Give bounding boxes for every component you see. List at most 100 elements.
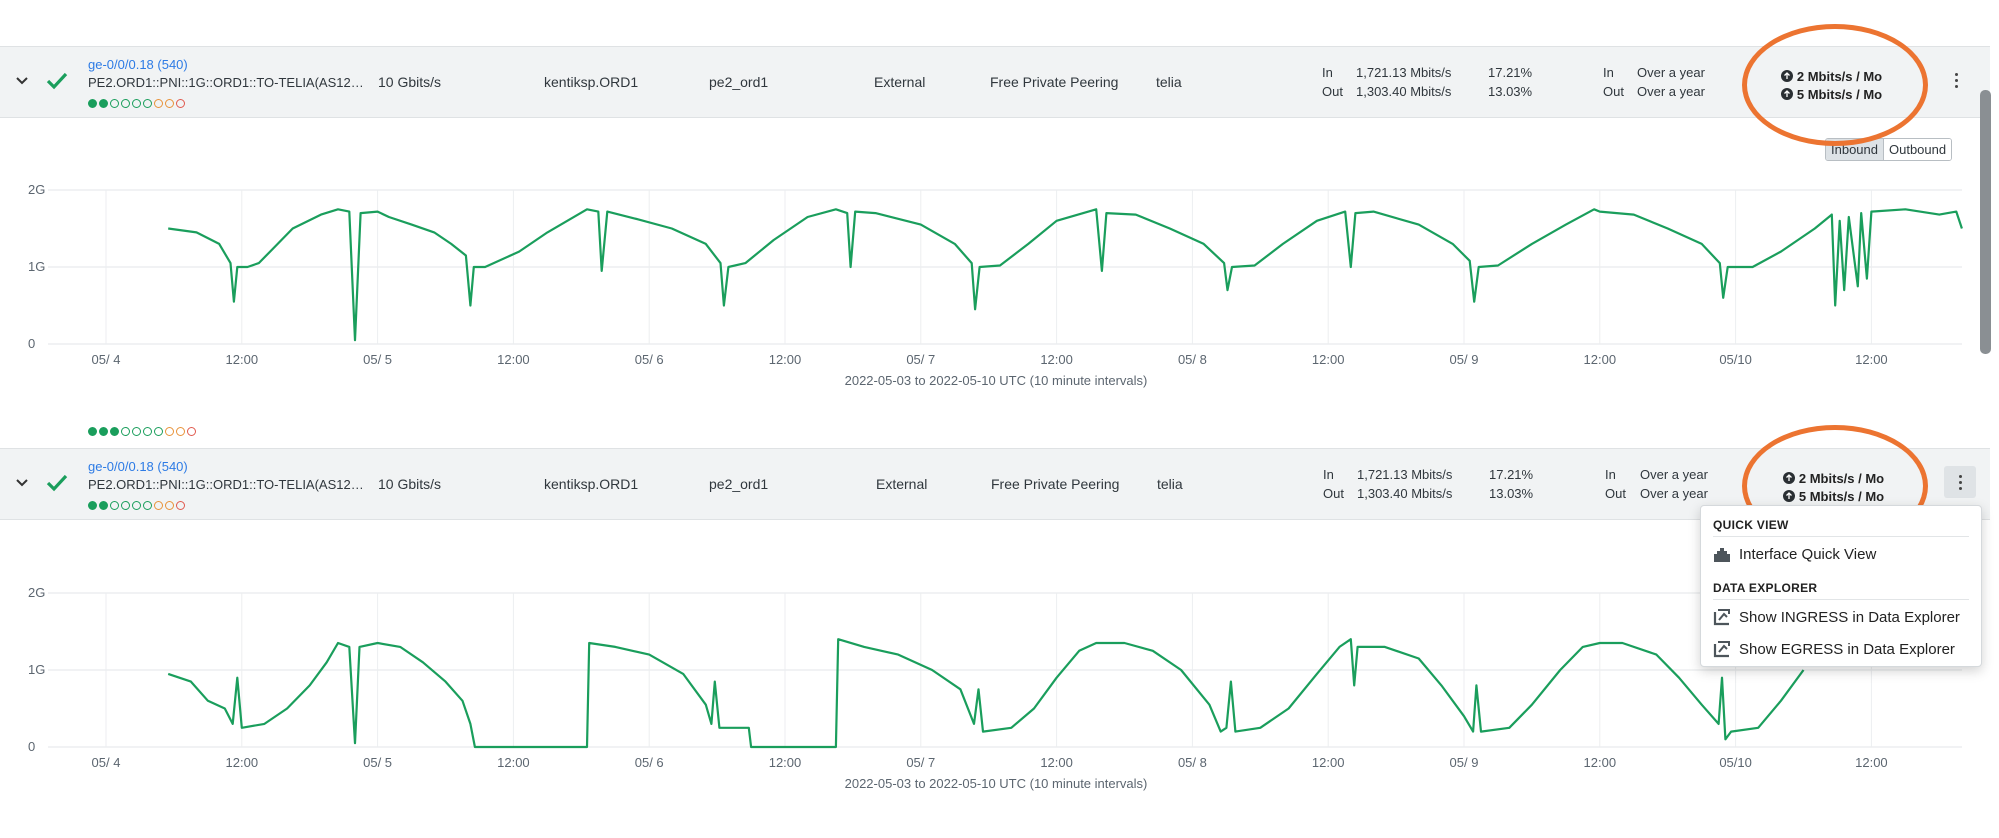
out-utilization: 13.03% xyxy=(1488,84,1533,99)
status-dot xyxy=(121,427,130,436)
status-dot xyxy=(121,501,130,510)
more-menu-button[interactable] xyxy=(1940,64,1972,96)
in-traffic: 1,721.13 Mbits/s xyxy=(1357,467,1453,482)
status-dot xyxy=(176,501,185,510)
status-dot xyxy=(88,99,97,108)
out-traffic: 1,303.40 Mbits/s xyxy=(1356,84,1452,99)
data-explorer-icon xyxy=(1713,641,1730,658)
in-label: In xyxy=(1603,65,1614,80)
outbound-button[interactable]: Outbound xyxy=(1884,139,1952,160)
provider: telia xyxy=(1156,74,1182,90)
x-tick-label: 12:00 xyxy=(1855,755,1888,770)
interface-row[interactable]: ge-0/0/0.18 (540) PE2.ORD1::PNI::1G::ORD… xyxy=(0,448,1990,520)
x-tick-label: 12:00 xyxy=(497,352,530,367)
status-dot xyxy=(110,501,119,510)
series-line xyxy=(167,638,1805,749)
x-tick-label: 05/ 8 xyxy=(1178,755,1207,770)
status-dot xyxy=(165,99,174,108)
annotation-ring xyxy=(1742,24,1928,146)
x-tick-label: 12:00 xyxy=(1855,352,1888,367)
out-time-to-capacity: Over a year xyxy=(1637,84,1705,99)
x-tick-label: 05/ 7 xyxy=(906,352,935,367)
in-time-to-capacity: Over a year xyxy=(1640,467,1708,482)
capacity: 10 Gbits/s xyxy=(378,74,442,90)
out-utilization: 13.03% xyxy=(1489,486,1534,501)
x-tick-label: 12:00 xyxy=(1584,352,1617,367)
site: kentiksp.ORD1 xyxy=(544,74,639,90)
status-dots xyxy=(88,427,196,436)
chevron-down-icon[interactable] xyxy=(14,73,30,89)
x-tick-label: 05/ 9 xyxy=(1450,755,1479,770)
out-traffic: 1,303.40 Mbits/s xyxy=(1357,486,1453,501)
scrollbar[interactable] xyxy=(1980,90,1991,354)
chart-caption: 2022-05-03 to 2022-05-10 UTC (10 minute … xyxy=(845,373,1148,388)
x-tick-label: 05/ 4 xyxy=(92,755,121,770)
out-label: Out xyxy=(1322,84,1343,99)
interface-row[interactable]: ge-0/0/0.18 (540) PE2.ORD1::PNI::1G::ORD… xyxy=(0,46,1990,118)
show-egress-label: Show EGRESS in Data Explorer xyxy=(1739,640,1955,658)
y-tick-label: 1G xyxy=(28,662,45,677)
y-tick-label: 0 xyxy=(28,739,35,754)
status-dot xyxy=(132,427,141,436)
status-dot xyxy=(99,99,108,108)
traffic-chart-1: 0 1G 2G 05/ 4 12:00 05/ 5 12:00 05/ 6 12:00 05/ 7… xyxy=(28,182,1963,388)
check-icon xyxy=(46,72,68,90)
interface-link[interactable]: ge-0/0/0.18 (540) xyxy=(88,57,188,72)
data-explorer-icon xyxy=(1713,609,1730,626)
status-dot xyxy=(132,99,141,108)
status-dot xyxy=(143,427,152,436)
chevron-down-icon[interactable] xyxy=(14,475,30,491)
show-egress-item[interactable]: Show EGRESS in Data Explorer xyxy=(1713,640,1955,658)
status-dot xyxy=(132,501,141,510)
data-explorer-header: DATA EXPLORER xyxy=(1713,581,1818,595)
interface-link[interactable]: ge-0/0/0.18 (540) xyxy=(88,459,188,474)
x-tick-label: 12:00 xyxy=(1584,755,1617,770)
status-dot xyxy=(121,99,130,108)
in-label: In xyxy=(1605,467,1616,482)
network-port-icon xyxy=(1714,547,1730,562)
out-label: Out xyxy=(1603,84,1624,99)
traffic-chart-2: 0 1G 2G 05/ 4 12:00 05/ 5 12:00 05/ 6 12:00 05/ 7… xyxy=(28,585,1962,791)
actions-menu: QUICK VIEW Interface Quick View DATA EXP… xyxy=(1700,505,1982,667)
x-tick-label: 05/10 xyxy=(1719,755,1752,770)
out-time-to-capacity: Over a year xyxy=(1640,486,1708,501)
status-dot xyxy=(154,99,163,108)
connectivity: External xyxy=(876,476,928,492)
show-ingress-item[interactable]: Show INGRESS in Data Explorer xyxy=(1713,608,1960,626)
device: pe2_ord1 xyxy=(709,476,769,492)
connectivity: External xyxy=(874,74,926,90)
divider xyxy=(1713,599,1969,600)
x-tick-label: 05/ 7 xyxy=(906,755,935,770)
y-tick-label: 0 xyxy=(28,336,35,351)
x-tick-label: 12:00 xyxy=(497,755,530,770)
status-dot xyxy=(110,99,119,108)
x-tick-label: 05/ 4 xyxy=(92,352,121,367)
chart-caption: 2022-05-03 to 2022-05-10 UTC (10 minute … xyxy=(845,776,1148,791)
series-line xyxy=(168,208,1963,342)
status-dot xyxy=(154,427,163,436)
x-tick-label: 12:00 xyxy=(1040,352,1073,367)
x-tick-label: 05/ 6 xyxy=(635,755,664,770)
in-utilization: 17.21% xyxy=(1488,65,1533,80)
interface-quick-view-item[interactable]: Interface Quick View xyxy=(1713,546,1876,563)
status-dot xyxy=(110,427,119,436)
status-dot xyxy=(165,501,174,510)
x-tick-label: 05/ 9 xyxy=(1450,352,1479,367)
x-tick-label: 12:00 xyxy=(769,755,802,770)
status-dot xyxy=(88,427,97,436)
status-dot xyxy=(187,427,196,436)
more-menu-button[interactable] xyxy=(1944,466,1976,498)
status-dot xyxy=(88,501,97,510)
y-tick-label: 2G xyxy=(28,585,45,600)
status-dot xyxy=(165,427,174,436)
interface-description: PE2.ORD1::PNI::1G::ORD1::TO-TELIA(AS12… xyxy=(88,75,364,90)
x-tick-label: 12:00 xyxy=(226,755,259,770)
x-tick-label: 12:00 xyxy=(1040,755,1073,770)
out-label: Out xyxy=(1605,486,1626,501)
status-dot xyxy=(99,427,108,436)
network-boundary: Free Private Peering xyxy=(990,74,1119,90)
in-label: In xyxy=(1323,467,1334,482)
in-utilization: 17.21% xyxy=(1489,467,1534,482)
y-tick-label: 2G xyxy=(28,182,45,197)
capacity: 10 Gbits/s xyxy=(378,476,442,492)
